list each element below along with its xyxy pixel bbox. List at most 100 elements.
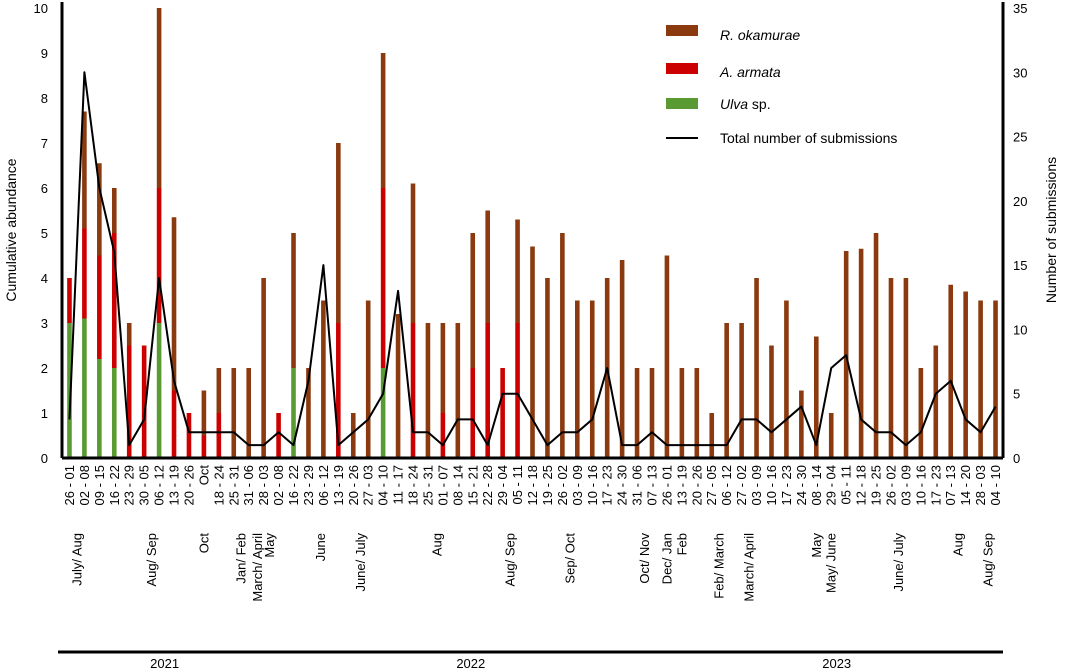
x-tick-62: 04 - 10 [988,465,1003,505]
bar-aarmata-5 [141,345,147,458]
y-tick-8: 8 [41,91,48,106]
x-tick-37: 24 - 30 [615,465,630,505]
x-tick-40: 26 - 01 [659,465,674,505]
bar-rokamurae-32 [545,278,550,458]
bar-rokamurae-58 [933,345,939,458]
x-tick-6: 06 - 12 [152,465,167,505]
month-label-3: Jan/ Feb [234,533,249,584]
bar-rokamurae-28 [485,210,490,323]
x-tick-51: 29 - 04 [824,465,839,505]
y-tick-0: 0 [41,451,48,466]
y-tick-2: 2 [41,361,48,376]
year-labels: 2021 2022 2023 [58,650,1003,670]
bar-rokamurae-11 [231,368,237,458]
bar-rokamurae-60 [963,291,968,458]
bar-rokamurae-54 [873,233,879,458]
x-tick-labels: 26 - 01 02 - 08 09 - 15 16 - 22 23 - 29 30 - … [62,465,1003,506]
month-label-18: June/ July [891,533,906,592]
x-tick-26: 08 - 14 [450,465,465,505]
month-label-2: Oct [196,533,211,554]
bar-ulva-21 [380,368,386,458]
x-tick-17: 06 - 12 [316,465,331,505]
bar-rokamurae-19 [350,413,356,458]
bar-aarmata-28 [485,323,490,458]
x-tick-21: 04 - 10 [376,465,391,505]
bar-rokamurae-22 [395,314,401,458]
y2-tick-20: 20 [1013,194,1027,209]
bar-rokamurae-15 [291,233,296,368]
legend: R. okamurae A. armata Ulva sp. Total num… [666,25,897,146]
x-tick-7: 13 - 19 [167,465,182,505]
x-tick-43: 27 - 05 [704,465,719,505]
x-tick-38: 31 - 06 [630,465,645,505]
bar-ulva-6 [156,323,162,458]
legend-label-line: Total number of submissions [720,130,897,146]
y-tick-5: 5 [41,226,48,241]
year-label-2022: 2022 [456,656,485,670]
submissions-line-group [68,71,997,447]
x-tick-13: 28 - 03 [256,465,271,505]
bar-aarmata-14 [276,413,281,458]
x-tick-16: 23 - 29 [301,465,316,505]
y-axis-title: Cumulative abundance [3,158,19,301]
legend-label-aarmata: A. armata [719,64,781,80]
bar-aarmata-7 [171,390,177,458]
x-tick-61: 28 - 03 [973,465,988,505]
bar-rokamurae-57 [918,368,924,458]
month-label-9: Aug/ Sep [503,533,518,587]
x-tick-22: 11 - 17 [391,465,406,505]
x-tick-29: 29 - 04 [495,465,510,505]
month-label-10: Sep/ Oct [562,533,577,584]
x-tick-52: 05 - 11 [839,465,854,505]
bar-rokamurae-49 [799,390,804,458]
bar-rokamurae-3 [111,188,117,233]
bar-rokamurae-35 [589,300,595,458]
bar-aarmata-4 [126,345,132,458]
x-tick-54: 19 - 25 [869,465,884,505]
legend-label-ulva: Ulva sp. [720,96,771,112]
x-tick-15: 16 - 22 [286,465,301,505]
month-label-1: Aug/ Sep [144,533,159,587]
bar-rokamurae-38 [634,368,640,458]
bar-rokamurae-24 [425,323,431,458]
bar-rokamurae-20 [365,300,371,458]
legend-swatch-rokamurae [666,25,698,36]
x-tick-12: 31 - 06 [241,465,256,505]
x-tick-39: 07 - 13 [644,465,659,505]
bar-rokamurae-13 [261,278,266,458]
bar-rokamurae-7 [171,217,177,391]
y-tick-10: 10 [34,1,48,16]
bar-rokamurae-30 [515,219,520,323]
x-tick-28: 22 - 28 [480,465,495,505]
month-label-11: Oct/ Nov [637,533,652,584]
bar-rokamurae-55 [888,278,894,458]
bar-rokamurae-45 [739,323,744,458]
x-tick-45: 27 - 02 [734,465,749,505]
x-tick-9: Oct [196,465,211,486]
bar-rokamurae-61 [978,300,983,458]
bars [67,8,998,458]
month-label-7: June/ July [353,533,368,592]
left-y-ticks: 0 1 2 3 4 5 6 7 8 9 10 [34,1,48,466]
right-y-ticks: 0 5 10 15 20 25 30 35 [1013,1,1027,466]
month-label-14: Feb/ March [712,533,727,599]
x-tick-30: 05 - 11 [510,465,525,505]
bar-aarmata-0 [67,278,72,323]
bar-rokamurae-23 [410,183,416,323]
x-tick-4: 23 - 29 [122,465,137,505]
bar-rokamurae-18 [336,143,341,323]
x-tick-10: 18 - 24 [211,465,226,505]
x-tick-35: 10 - 16 [585,465,600,505]
bar-rokamurae-53 [858,248,864,458]
bar-rokamurae-59 [948,284,954,458]
month-label-4: March/ April [250,533,265,602]
month-label-16: May [809,533,824,558]
bar-ulva-15 [291,368,296,458]
x-tick-57: 10 - 16 [913,465,928,505]
bar-rokamurae-41 [679,368,685,458]
x-tick-41: 13 - 19 [674,465,689,505]
bar-rokamurae-56 [903,278,909,458]
bar-aarmata-2 [97,255,102,359]
bar-rokamurae-51 [828,413,834,458]
month-label-6: June [313,533,328,561]
